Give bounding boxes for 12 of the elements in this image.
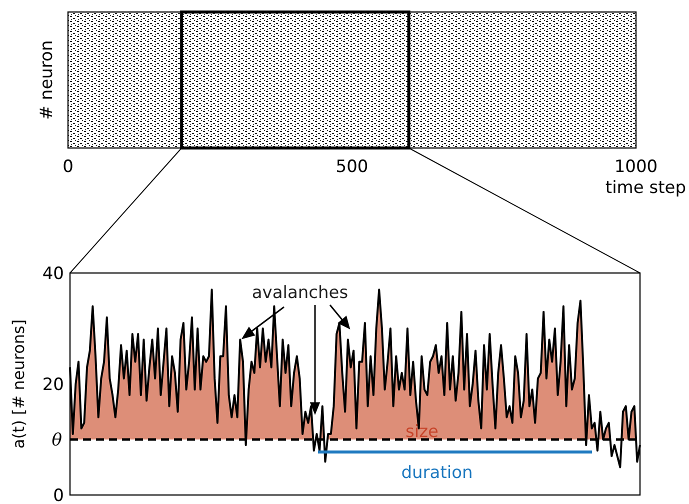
y-tick-label: 20 [42,375,64,395]
text: # neuron [37,40,57,120]
y-tick-label: 40 [42,264,64,284]
text: 500 [336,157,368,177]
annotation: size [406,422,438,442]
annotation: duration [401,463,473,483]
text: 1000 [614,157,658,177]
y-axis-title: a(t) [# neurons] [9,319,28,449]
text: time step [605,178,686,198]
y-tick-label: 0 [53,486,64,504]
annotation: avalanches [252,283,348,303]
ref-line-label: θ [52,430,62,450]
